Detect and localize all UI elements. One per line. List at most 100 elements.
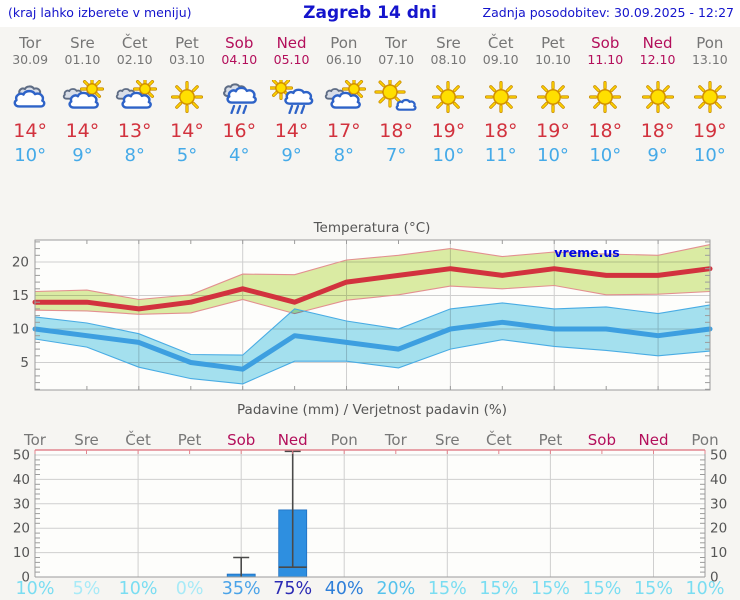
forecast-day-column: Čet 09.10 18° 11° <box>475 27 527 172</box>
high-temperature: 13° <box>117 120 152 142</box>
day-name: Pon <box>696 34 724 52</box>
low-temperature: 11° <box>484 145 517 166</box>
low-temperature: 8° <box>124 145 145 166</box>
day-name: Ned <box>276 34 307 52</box>
sun-shape <box>641 80 674 113</box>
high-temperature: 18° <box>483 120 518 142</box>
forecast-day-column: Čet 02.10 13° 8° <box>109 27 161 172</box>
precip-y-tick-left: 40 <box>13 472 30 488</box>
sun-rain-icon <box>269 80 313 114</box>
forecast-day-column: Tor 07.10 18° 7° <box>370 27 422 172</box>
sun-shape <box>589 80 622 113</box>
low-temperature: 10° <box>693 145 726 166</box>
precip-probability-label: 10% <box>686 579 725 599</box>
precip-day-label: Tor <box>23 431 47 449</box>
precip-day-label: Pet <box>178 431 202 449</box>
sun-shape <box>693 80 726 113</box>
low-temperature: 4° <box>229 145 250 166</box>
day-date: 30.09 <box>12 52 49 67</box>
temp-y-tick-label: 15 <box>12 288 29 304</box>
low-temperature: 9° <box>281 145 302 166</box>
forecast-day-column: Pet 03.10 14° 5° <box>161 27 213 172</box>
low-temperature: 8° <box>333 145 355 166</box>
day-date: 09.10 <box>482 52 519 67</box>
high-temperature: 18° <box>640 120 675 142</box>
cloud-shape <box>395 98 417 111</box>
sun-shape <box>432 80 465 113</box>
rain-drops-shape <box>287 104 305 114</box>
day-name: Sre <box>70 34 95 52</box>
precip-probability-label: 10% <box>119 579 158 599</box>
rain-drops-shape <box>230 104 248 114</box>
day-name: Pon <box>330 34 358 52</box>
day-name: Pet <box>541 34 565 52</box>
precip-probability-label: 10% <box>16 579 55 599</box>
day-name: Čet <box>121 34 148 52</box>
high-temperature: 14° <box>65 120 100 142</box>
forecast-day-column: Sre 01.10 14° 9° <box>56 27 108 172</box>
day-date: 06.10 <box>325 52 362 67</box>
low-temperature: 10° <box>432 145 465 166</box>
sun-shape <box>80 80 105 101</box>
forecast-strip: Tor 30.09 14° 10° Sre 01.10 14° 9° Čet 02.10 13°… <box>0 27 740 172</box>
forecast-day-column: Sre 08.10 19° 10° <box>422 27 474 172</box>
cloud-shape <box>121 91 152 109</box>
precip-day-label: Sob <box>588 431 616 449</box>
page-header: (kraj lahko izberete v meniju) Zagreb 14… <box>0 0 740 27</box>
precip-y-tick-right: 50 <box>710 448 727 464</box>
page-title: Zagreb 14 dni <box>303 3 437 23</box>
sunny-icon <box>693 80 726 113</box>
precip-day-label: Sre <box>74 431 99 449</box>
day-date: 02.10 <box>116 52 153 67</box>
location-menu-note: (kraj lahko izberete v meniju) <box>8 5 192 20</box>
low-temperature: 10° <box>589 145 622 166</box>
precip-probability-label: 15% <box>634 579 673 599</box>
cloudy-icon <box>13 85 46 108</box>
sunny-icon <box>641 80 674 113</box>
day-date: 13.10 <box>691 52 728 67</box>
day-name: Tor <box>19 34 42 52</box>
day-date: 04.10 <box>221 52 258 67</box>
precip-day-label: Sre <box>435 431 460 449</box>
day-date: 03.10 <box>169 52 205 67</box>
day-name: Sob <box>591 34 620 52</box>
day-date: 08.10 <box>430 52 467 67</box>
cloud-shape <box>13 89 46 108</box>
low-temperature: 9° <box>647 145 668 166</box>
precip-probability-label: 5% <box>73 579 101 599</box>
precip-day-label: Čet <box>125 430 151 449</box>
sun-shape <box>170 80 203 113</box>
precip-probability-label: 40% <box>325 579 364 599</box>
sun-cloud-icon <box>63 80 105 109</box>
low-temperature: 5° <box>176 145 198 166</box>
max-temp-line <box>32 266 713 312</box>
watermark-link: vreme.us <box>554 245 619 260</box>
temp-y-tick-label: 20 <box>12 255 29 271</box>
high-temperature: 14° <box>13 120 47 142</box>
sunny-icon <box>589 80 622 113</box>
high-temperature: 18° <box>588 120 623 142</box>
precip-probability-label: 15% <box>582 579 621 599</box>
high-temperature: 19° <box>431 120 466 142</box>
day-date: 12.10 <box>639 52 676 67</box>
precip-day-label: Pet <box>539 431 563 449</box>
precip-y-tick-left: 10 <box>13 545 30 561</box>
rain-icon <box>223 83 258 114</box>
high-temperature: 19° <box>693 120 727 142</box>
low-temperature: 7° <box>385 145 407 166</box>
precip-probability-label: 15% <box>479 579 518 599</box>
mostly-sunny-icon <box>374 80 417 111</box>
high-temperature: 19° <box>536 120 570 142</box>
day-name: Pet <box>175 34 199 52</box>
day-date: 10.10 <box>535 52 571 67</box>
precip-day-label: Ned <box>278 431 308 449</box>
cloud-shape <box>68 91 100 109</box>
precip-y-tick-right: 30 <box>710 496 727 512</box>
precip-day-label: Pon <box>691 431 718 449</box>
precip-probability-label: 75% <box>273 579 312 599</box>
temp-y-tick-label: 5 <box>20 355 29 371</box>
cloud-shape <box>283 88 313 105</box>
temp-chart-title: Temperatura (°C) <box>313 220 431 236</box>
temperature-chart: Temperatura (°C) vreme.us 5 10 15 20 <box>12 220 713 391</box>
last-update-text: Zadnja posodobitev: 30.09.2025 - 12:27 <box>482 5 734 20</box>
